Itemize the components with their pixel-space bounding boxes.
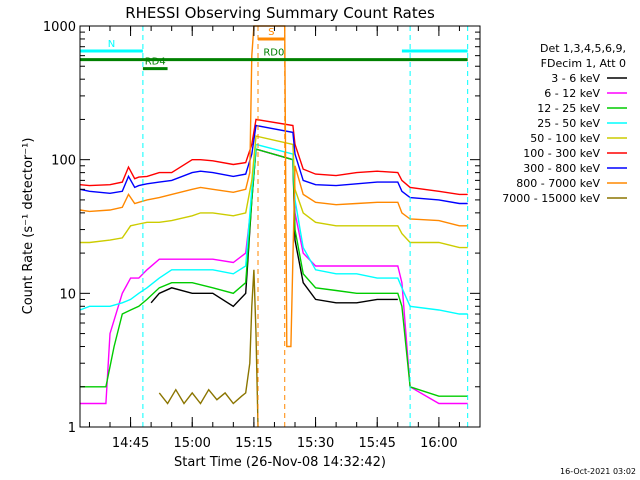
series-line-3 <box>79 143 468 315</box>
state-label-2: RD0 <box>263 48 284 59</box>
legend-header-1: FDecim 1, Att 0 <box>541 57 626 70</box>
state-label-0: N <box>108 39 115 50</box>
y-tick-label-3: 1000 <box>43 20 76 35</box>
x-axis-label: Start Time (26-Nov-08 14:32:42) <box>174 455 386 470</box>
series-line-2 <box>80 148 468 397</box>
chart-title: RHESSI Observing Summary Count Rates <box>125 4 435 22</box>
legend: Det 1,3,4,5,6,9, FDecim 1, Att 0 3 - 6 keV… <box>502 42 627 205</box>
legend-label-8: 7000 - 15000 keV <box>502 192 600 205</box>
legend-header-0: Det 1,3,4,5,6,9, <box>540 42 626 55</box>
x-tick-label-3: 15:30 <box>297 436 334 451</box>
axis-layer: 1 10 100 1000 14:45 15:00 15:15 15:30 15:45 16:00 <box>43 20 481 451</box>
legend-label-6: 300 - 800 keV <box>523 162 600 175</box>
legend-label-0: 3 - 6 keV <box>551 72 600 85</box>
series-line-4 <box>80 135 468 249</box>
series-line-8 <box>158 269 259 428</box>
x-tick-label-0: 14:45 <box>112 436 149 451</box>
x-tick-label-4: 15:45 <box>358 436 395 451</box>
state-label-4: S <box>268 27 274 38</box>
series-line-5 <box>79 118 468 196</box>
legend-label-5: 100 - 300 keV <box>523 147 600 160</box>
legend-label-4: 50 - 100 keV <box>530 132 600 145</box>
legend-label-3: 25 - 50 keV <box>537 117 600 130</box>
legend-label-1: 6 - 12 keV <box>544 87 600 100</box>
observing-state-layer: N RD0 RD4 S <box>80 26 469 427</box>
plot-frame <box>79 25 481 428</box>
y-axis-label: Count Rate (s⁻¹ detector⁻¹) <box>21 138 36 315</box>
state-label-3: RD4 <box>145 57 166 68</box>
x-tick-label-5: 16:00 <box>420 436 457 451</box>
legend-label-2: 12 - 25 keV <box>537 102 600 115</box>
y-tick-label-0: 1 <box>68 421 76 436</box>
series-line-6 <box>79 124 468 205</box>
data-layer <box>79 25 468 428</box>
y-tick-label-2: 100 <box>51 154 76 169</box>
timestamp: 16-Oct-2021 03:02 <box>560 467 636 476</box>
legend-label-7: 800 - 7000 keV <box>516 177 600 190</box>
x-tick-label-2: 15:15 <box>235 436 272 451</box>
x-tick-label-1: 15:00 <box>173 436 210 451</box>
y-tick-label-1: 10 <box>59 287 76 302</box>
